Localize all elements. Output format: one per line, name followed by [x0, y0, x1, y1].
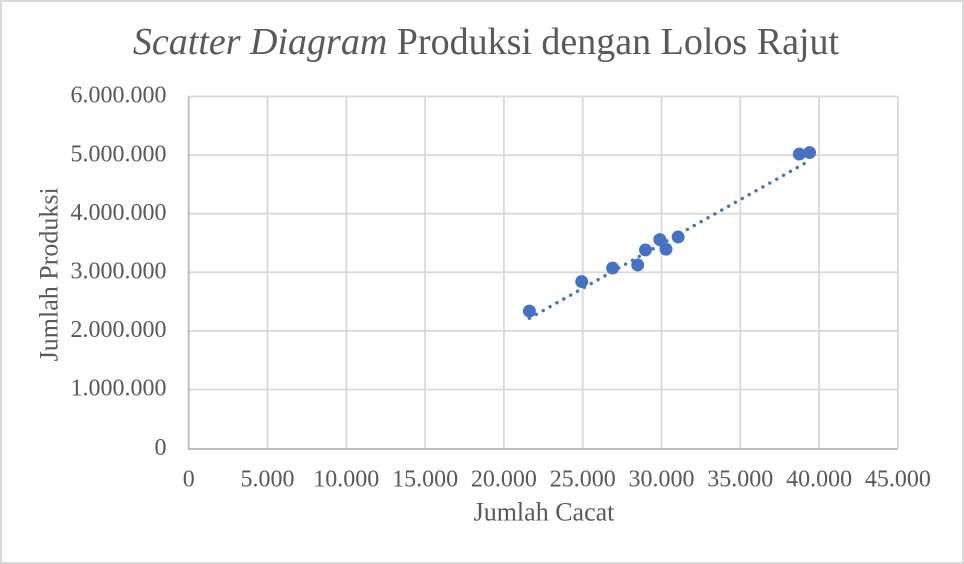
svg-text:30.000: 30.000	[629, 466, 695, 492]
svg-text:5.000.000: 5.000.000	[71, 141, 167, 167]
svg-text:40.000: 40.000	[786, 466, 852, 492]
svg-text:10.000: 10.000	[313, 466, 379, 492]
svg-text:35.000: 35.000	[707, 466, 773, 492]
svg-text:Jumlah Produksi: Jumlah Produksi	[35, 187, 64, 361]
svg-text:3.000.000: 3.000.000	[71, 259, 167, 285]
svg-text:15.000: 15.000	[392, 466, 458, 492]
svg-text:1.000.000: 1.000.000	[71, 376, 167, 402]
svg-text:0: 0	[183, 466, 195, 492]
svg-text:20.000: 20.000	[471, 466, 537, 492]
svg-text:45.000: 45.000	[865, 466, 931, 492]
svg-text:0: 0	[155, 435, 167, 461]
svg-text:2.000.000: 2.000.000	[71, 317, 167, 343]
svg-text:Jumlah Cacat: Jumlah Cacat	[474, 498, 616, 527]
svg-text:Scatter Diagram Produksi denga: Scatter Diagram Produksi dengan Lolos Ra…	[133, 21, 840, 63]
svg-text:5.000: 5.000	[241, 466, 295, 492]
svg-text:25.000: 25.000	[550, 466, 616, 492]
svg-text:4.000.000: 4.000.000	[71, 200, 167, 226]
svg-text:6.000.000: 6.000.000	[71, 83, 167, 109]
